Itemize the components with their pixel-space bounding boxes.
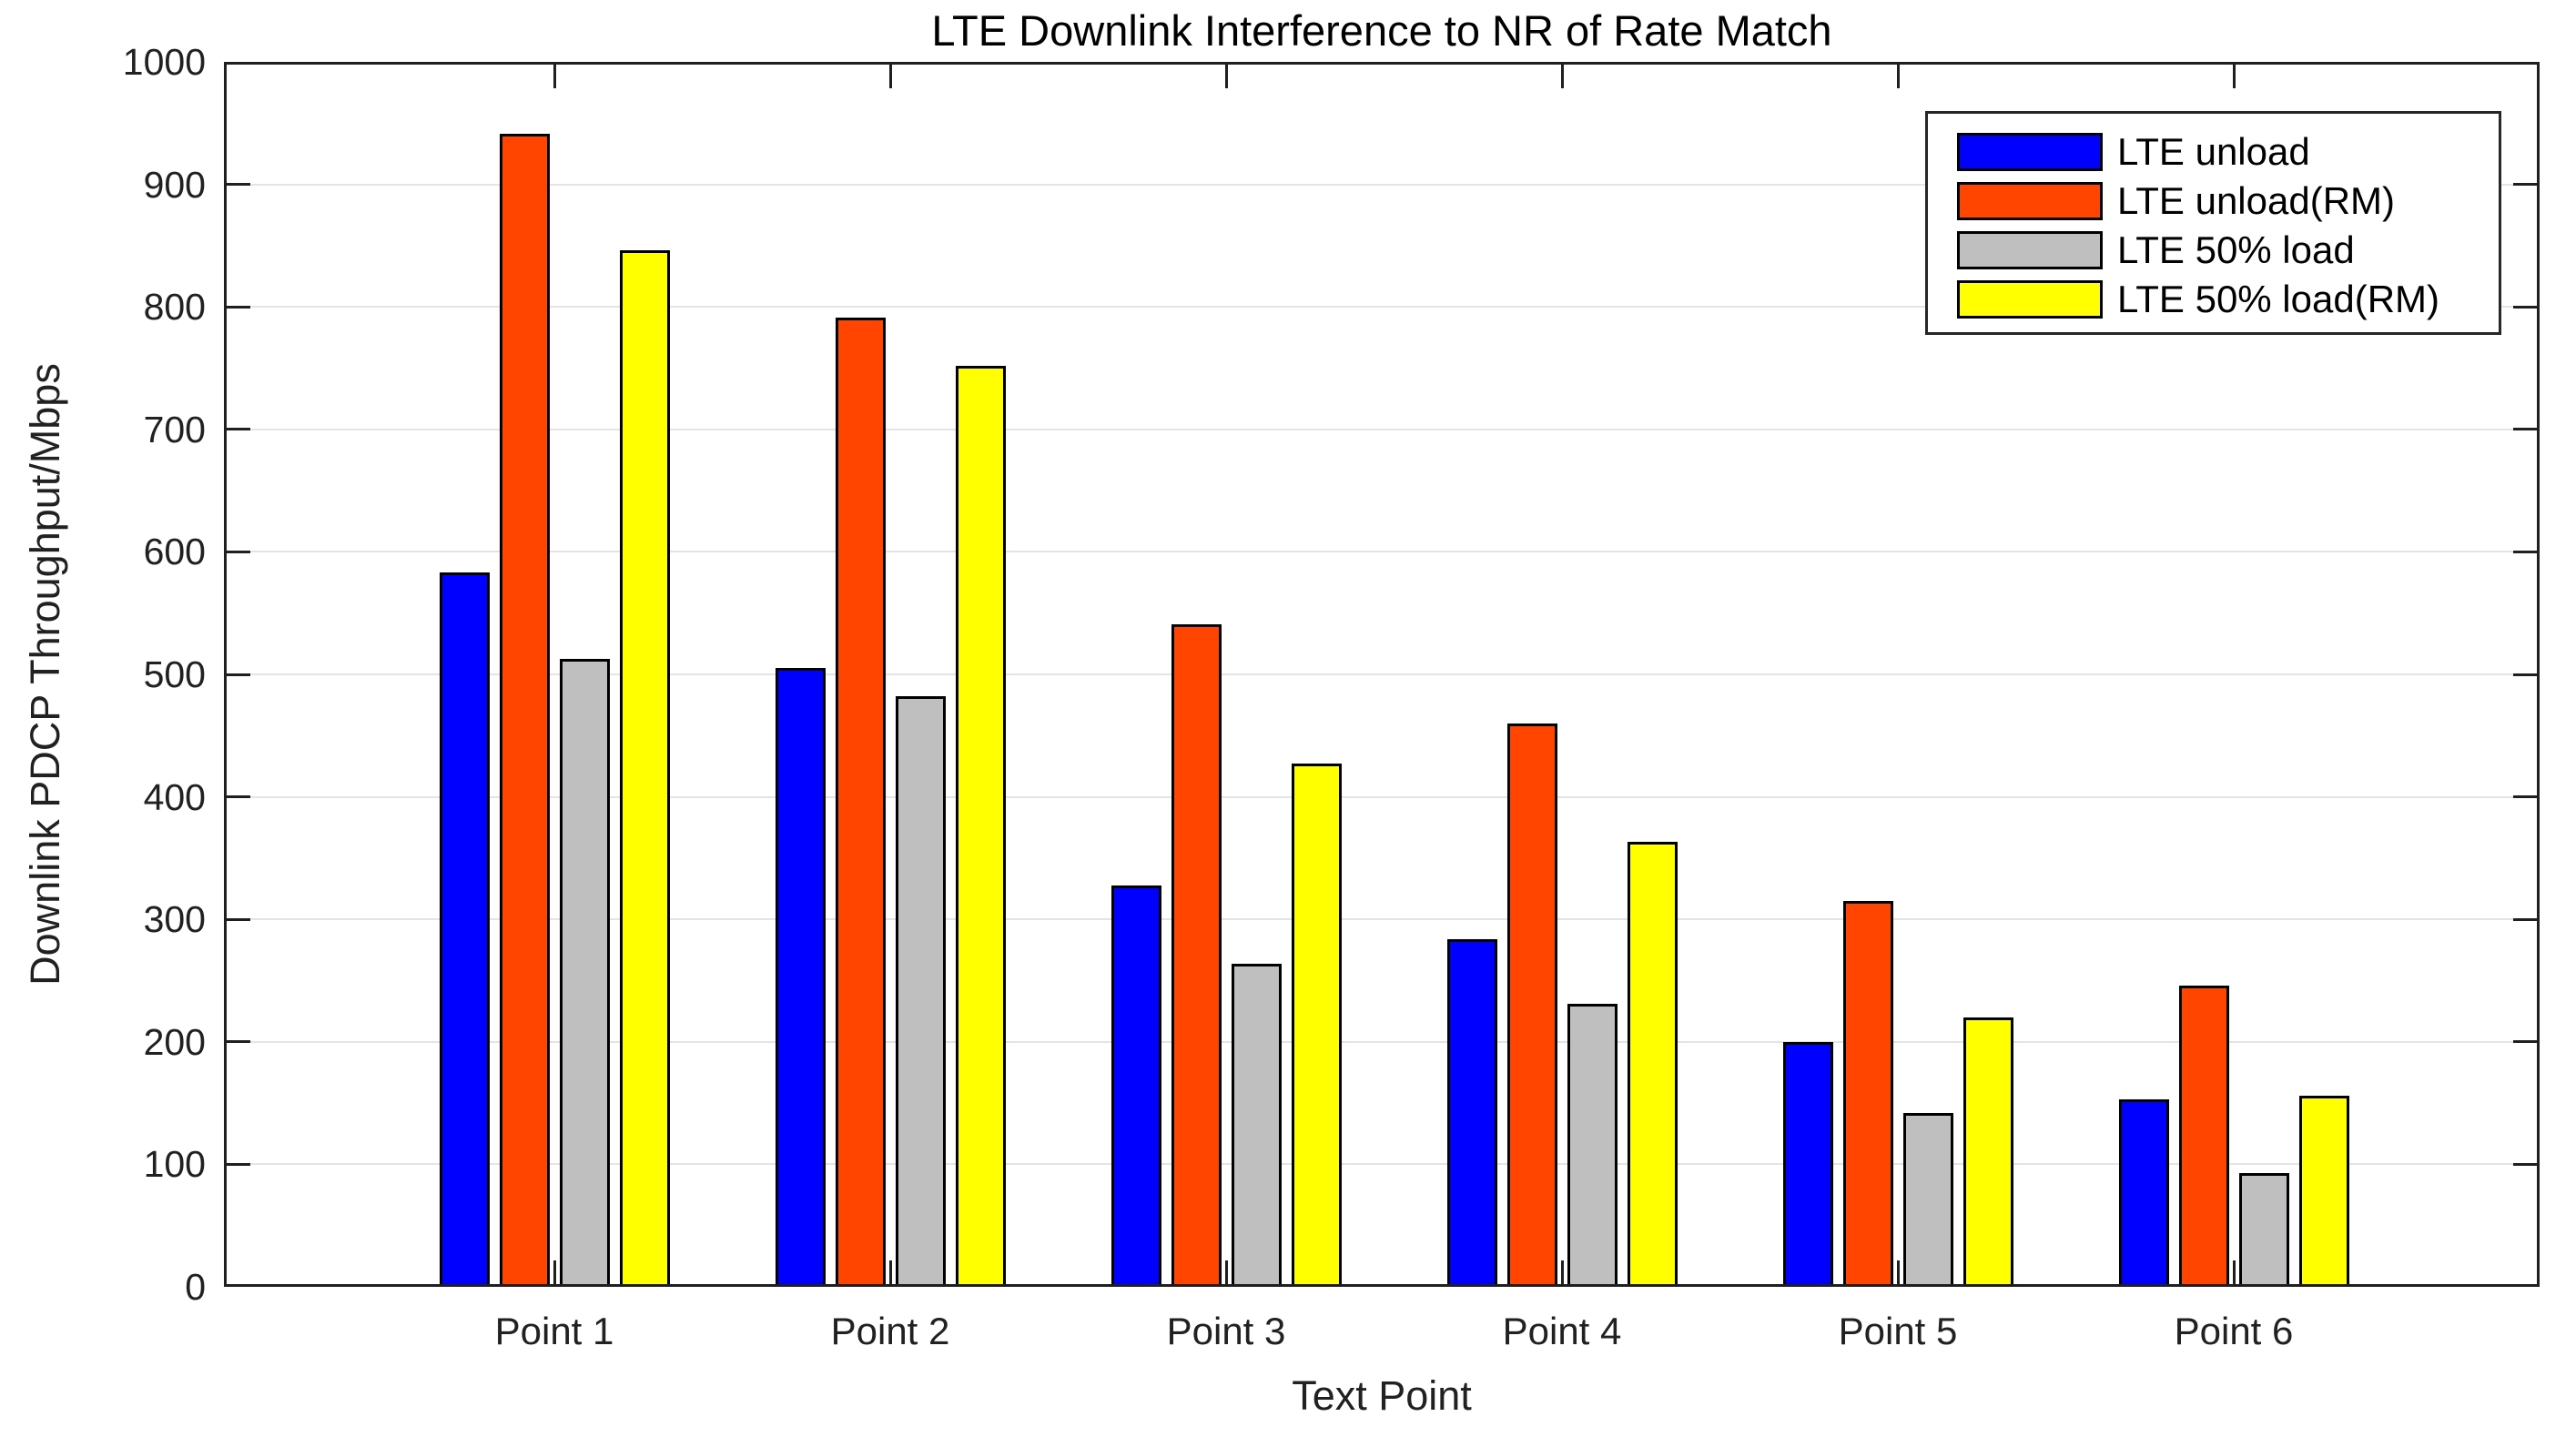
bar-lte-50-load-rm--1	[620, 250, 670, 1287]
legend-item: LTE unload(RM)	[1957, 177, 2499, 226]
gridline	[227, 183, 2537, 186]
gridline	[227, 673, 2537, 675]
gridline	[227, 551, 2537, 553]
y-tick-mark-left	[227, 183, 250, 187]
y-tick-label: 400	[143, 775, 206, 818]
bar-lte-50-load-6	[2239, 1173, 2289, 1287]
bar-lte-50-load-rm--2	[956, 366, 1006, 1287]
bar-lte-unload-rm--5	[1843, 901, 1893, 1287]
y-tick-mark-right	[2513, 428, 2537, 431]
bar-lte-50-load-rm--3	[1292, 764, 1342, 1287]
bar-lte-unload-rm--1	[500, 134, 550, 1287]
y-tick-mark-right	[2513, 795, 2537, 799]
y-tick-mark-right	[2513, 1162, 2537, 1166]
x-tick-mark-top	[553, 65, 556, 88]
legend-label: LTE 50% load(RM)	[2117, 278, 2440, 320]
y-tick-label: 700	[143, 408, 206, 450]
x-tick-label: Point 3	[1166, 1310, 1286, 1352]
y-tick-label: 500	[143, 653, 206, 695]
y-tick-label: 300	[143, 898, 206, 941]
y-tick-mark-right	[2513, 550, 2537, 553]
bar-lte-unload-rm--2	[836, 318, 886, 1287]
legend-swatch	[1957, 133, 2103, 171]
bar-lte-50-load-rm--6	[2299, 1096, 2349, 1287]
bar-lte-unload-4	[1447, 939, 1497, 1287]
x-tick-label: Point 5	[1838, 1310, 1958, 1352]
legend-label: LTE unload(RM)	[2117, 179, 2395, 222]
y-tick-mark-left	[227, 673, 250, 676]
legend: LTE unload LTE unload(RM) LTE 50% load LTE …	[1925, 111, 2501, 335]
x-tick-mark-bottom	[1560, 1260, 1564, 1284]
x-tick-mark-bottom	[553, 1260, 556, 1284]
bar-lte-50-load-rm--5	[1963, 1017, 2013, 1287]
x-tick-mark-bottom	[888, 1260, 892, 1284]
legend-label: LTE 50% load	[2117, 228, 2355, 271]
y-tick-mark-left	[227, 917, 250, 921]
y-tick-mark-right	[2513, 305, 2537, 309]
bar-lte-unload-3	[1111, 885, 1161, 1287]
y-tick-mark-left	[227, 550, 250, 553]
x-tick-mark-top	[1896, 65, 1900, 88]
y-tick-label: 600	[143, 531, 206, 573]
y-tick-mark-left	[227, 795, 250, 799]
x-tick-label: Point 2	[830, 1310, 950, 1352]
x-tick-mark-top	[1224, 65, 1228, 88]
y-tick-label: 0	[185, 1266, 206, 1308]
x-tick-mark-top	[888, 65, 892, 88]
x-axis-label: Text Point	[1292, 1372, 1472, 1419]
gridline	[227, 306, 2537, 309]
x-tick-mark-top	[2232, 65, 2236, 88]
x-tick-mark-bottom	[2232, 1260, 2236, 1284]
x-tick-label: Point 4	[1502, 1310, 1622, 1352]
legend-swatch	[1957, 182, 2103, 220]
gridline	[227, 428, 2537, 430]
bar-lte-unload-6	[2119, 1099, 2169, 1287]
y-tick-label: 900	[143, 163, 206, 206]
bar-lte-unload-rm--6	[2179, 986, 2229, 1287]
gridline	[227, 1040, 2537, 1043]
bar-lte-50-load-4	[1567, 1004, 1618, 1287]
legend-swatch	[1957, 231, 2103, 269]
x-tick-label: Point 1	[494, 1310, 614, 1352]
y-tick-label: 200	[143, 1020, 206, 1063]
y-tick-mark-right	[2513, 917, 2537, 921]
gridline	[227, 795, 2537, 798]
bar-lte-unload-rm--3	[1171, 624, 1222, 1287]
x-tick-label: Point 6	[2174, 1310, 2294, 1352]
y-tick-mark-right	[2513, 673, 2537, 676]
x-tick-mark-bottom	[1896, 1260, 1900, 1284]
gridline	[227, 1163, 2537, 1166]
legend-label: LTE unload	[2117, 130, 2310, 173]
y-tick-label: 1000	[122, 41, 206, 83]
bar-lte-unload-rm--4	[1507, 724, 1557, 1287]
legend-item: LTE unload	[1957, 127, 2499, 177]
bar-lte-unload-5	[1783, 1042, 1833, 1287]
x-tick-mark-bottom	[1224, 1260, 1228, 1284]
bar-lte-unload-2	[776, 668, 826, 1287]
bar-lte-unload-1	[440, 572, 490, 1287]
legend-swatch	[1957, 280, 2103, 319]
y-tick-mark-left	[227, 1162, 250, 1166]
y-tick-label: 800	[143, 286, 206, 329]
y-tick-mark-left	[227, 305, 250, 309]
gridline	[227, 918, 2537, 921]
chart-title: LTE Downlink Interference to NR of Rate …	[931, 6, 1832, 55]
bar-lte-50-load-1	[560, 659, 610, 1287]
bar-lte-50-load-2	[896, 696, 946, 1287]
x-tick-mark-top	[1560, 65, 1564, 88]
y-tick-mark-right	[2513, 183, 2537, 187]
legend-item: LTE 50% load(RM)	[1957, 275, 2499, 324]
y-tick-label: 100	[143, 1143, 206, 1186]
y-tick-mark-right	[2513, 1040, 2537, 1044]
bar-lte-50-load-5	[1903, 1113, 1953, 1287]
y-tick-mark-left	[227, 428, 250, 431]
bar-lte-50-load-rm--4	[1628, 842, 1678, 1287]
y-tick-mark-left	[227, 1040, 250, 1044]
legend-item: LTE 50% load	[1957, 226, 2499, 275]
bar-lte-50-load-3	[1232, 964, 1282, 1287]
